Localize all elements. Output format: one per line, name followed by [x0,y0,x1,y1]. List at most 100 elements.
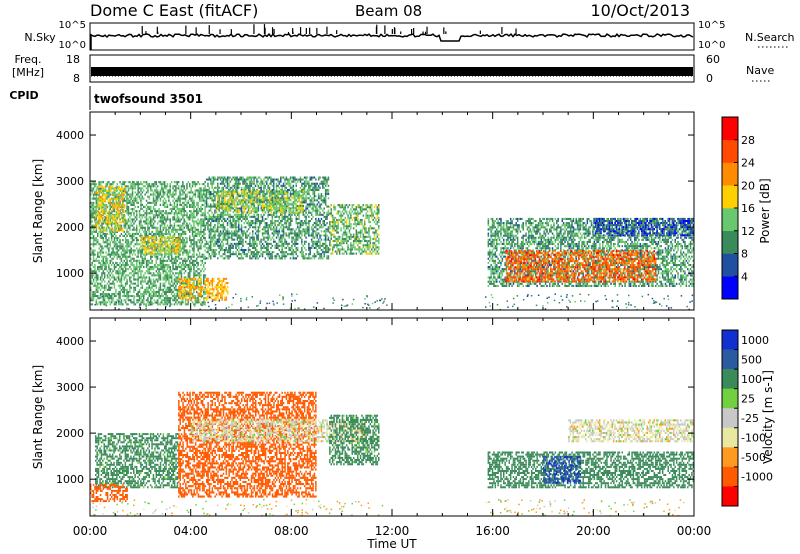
power-cell-0 [135,268,137,270]
power-cell-0 [149,276,151,278]
power-cell-0 [174,181,176,183]
power-cell-0 [144,303,146,305]
power-cell-4 [209,218,211,220]
power-cell-0 [157,272,159,274]
power-cell-0 [147,281,149,283]
power-cell-4 [218,210,220,212]
power-cell-0 [197,247,199,249]
power-cell-0 [178,235,180,237]
power-cell-0 [158,270,160,272]
power-cell-3 [219,282,221,284]
power-cell-0 [133,266,135,268]
power-cell-0 [188,181,190,183]
power-cell-3 [178,295,180,297]
power-cell-0 [97,283,99,285]
power-cell-1 [101,217,103,219]
power-cell-0 [117,264,119,266]
power-cell-0 [182,216,184,218]
power-cell-0 [186,241,188,243]
power-cell-4 [225,187,227,189]
power-cell-0 [129,233,131,235]
power-cell-4 [206,193,208,195]
power-cell-4 [231,232,233,234]
power-cell-0 [199,256,201,258]
power-cell-0 [168,283,170,285]
power-cell-4 [228,235,230,237]
power-cell-0 [179,225,181,227]
power-cell-0 [105,266,107,268]
power-cell-0 [135,272,137,274]
power-cell-0 [125,264,127,266]
power-cell-0 [164,268,166,270]
power-cell-0 [168,301,170,303]
power-cell-0 [202,204,204,206]
power-cell-0 [93,210,95,212]
power-cell-0 [185,204,187,206]
power-cell-0 [147,196,149,198]
power-cell-0 [97,291,99,293]
power-cell-0 [154,285,156,287]
power-cell-4 [214,210,216,212]
power-cell-4 [213,245,215,247]
power-cell-2 [140,243,142,245]
power-cell-0 [157,191,159,193]
power-cell-2 [160,251,162,253]
power-cell-1 [116,228,118,230]
power-cell-0 [156,270,158,272]
power-cell-3 [216,284,218,286]
power-cell-4 [207,218,209,220]
power-cell-0 [175,191,177,193]
power-cell-0 [121,254,123,256]
power-cell-0 [104,266,106,268]
power-cell-0 [193,181,195,183]
power-cell-1 [106,228,108,230]
power-cell-1 [121,188,123,190]
power-cell-4 [211,230,213,232]
power-cell-0 [168,200,170,202]
power-cell-3 [201,278,203,280]
power-cell-0 [117,254,119,256]
power-cell-0 [104,299,106,301]
power-cell-2 [164,238,166,240]
power-cell-1 [120,200,122,202]
power-cell-0 [168,198,170,200]
power-cell-0 [167,194,169,196]
power-cell-4 [228,179,230,181]
power-cell-4 [230,222,232,224]
power-cell-0 [93,279,95,281]
power-cell-0 [186,183,188,185]
power-cell-0 [199,194,201,196]
power-cell-0 [165,279,167,281]
power-cell-1 [99,192,101,194]
power-cell-0 [154,204,156,206]
power-cell-0 [137,233,139,235]
power-cell-0 [136,237,138,239]
power-cell-0 [110,283,112,285]
power-cell-4 [225,239,227,241]
power-cell-0 [108,285,110,287]
power-cell-0 [132,262,134,264]
power-cell-0 [158,293,160,295]
power-cell-4 [231,239,233,241]
power-cell-0 [105,183,107,185]
power-cell-1 [123,196,125,198]
power-cell-0 [140,183,142,185]
power-cell-1 [98,207,100,209]
power-cell-0 [146,254,148,256]
power-cell-0 [177,208,179,210]
power-cell-0 [165,295,167,297]
power-cell-0 [91,243,93,245]
power-cell-0 [119,245,121,247]
power-cell-4 [218,237,220,239]
power-cell-0 [185,210,187,212]
power-cell-0 [110,279,112,281]
power-cell-0 [186,249,188,251]
power-cell-0 [193,206,195,208]
power-cell-0 [197,212,199,214]
power-cell-0 [172,216,174,218]
power-cell-0 [175,281,177,283]
power-cell-0 [192,262,194,264]
power-cell-0 [192,247,194,249]
power-cell-0 [204,208,206,210]
power-cell-0 [153,194,155,196]
